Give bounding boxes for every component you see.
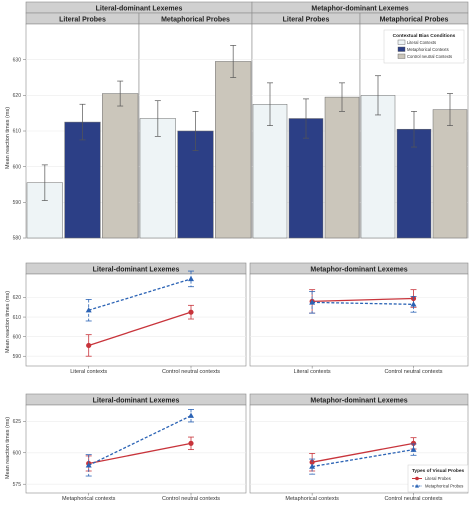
top-bar-2 bbox=[64, 121, 101, 239]
bottom-panels: Metaphorical contexts Control neutral con… bbox=[25, 404, 469, 502]
top-outer-strip-1-label: Literal-dominant Lexemes bbox=[96, 6, 183, 13]
bottom-series-line-literal bbox=[88, 442, 192, 465]
top-legend-key-metaphorical bbox=[397, 46, 406, 52]
bottom-x-tick-label: Metaphorical contexts bbox=[62, 496, 116, 502]
middle-y-tick-label: 590 bbox=[13, 354, 22, 360]
top-bar-1 bbox=[360, 95, 396, 239]
top-legend-key-literal bbox=[397, 39, 406, 45]
top-bar-3 bbox=[215, 61, 252, 239]
bottom-point-metaphorical bbox=[309, 463, 316, 469]
middle-y-tick-label: 600 bbox=[13, 334, 22, 340]
bottom-legend-label-metaphorical: Metaphorical Probes bbox=[425, 484, 463, 489]
bottom-point-literal bbox=[309, 459, 315, 465]
bottom-panel-frame bbox=[25, 404, 247, 494]
bottom-y-tick-label: 600 bbox=[13, 450, 22, 456]
middle-panel-frame bbox=[25, 273, 247, 367]
bottom-y-axis-title: Mean reaction times (ms) bbox=[5, 417, 11, 479]
top-legend-label-literal: Literal Contexts bbox=[407, 40, 436, 45]
top-y-ticks: 580 590 600 610 620 630 bbox=[13, 57, 26, 242]
top-inner-strip-4-label: Metaphorical Probes bbox=[380, 17, 449, 24]
top-legend-key-control bbox=[397, 53, 406, 59]
middle-panel-1: Literal contexts Control neutral contexts bbox=[25, 270, 247, 375]
bottom-y-tick-label: 575 bbox=[13, 482, 22, 488]
top-legend-label-metaphorical: Metaphorical Contexts bbox=[407, 47, 449, 52]
line-chart-bottom: Mean reaction times (ms) Literal-dominan… bbox=[5, 393, 469, 502]
bottom-point-metaphorical bbox=[410, 446, 417, 452]
middle-series-line-metaphorical bbox=[88, 278, 192, 311]
middle-series-line-metaphorical bbox=[312, 301, 414, 305]
middle-point-metaphorical bbox=[188, 275, 194, 282]
middle-y-ticks: 590 600 610 620 bbox=[13, 295, 26, 360]
bottom-legend: Types of Visual Probes Literal Probes Me… bbox=[407, 464, 469, 493]
middle-x-tick-label: Control neutral contexts bbox=[384, 369, 442, 375]
top-inner-strip-3-label: Literal Probes bbox=[283, 17, 330, 24]
top-bar-3 bbox=[324, 96, 360, 239]
top-outer-strip-2-label: Metaphor-dominant Lexemes bbox=[311, 6, 408, 13]
middle-panel-frame bbox=[249, 273, 469, 367]
middle-point-metaphorical bbox=[85, 307, 92, 313]
bottom-y-ticks: 575 600 625 bbox=[13, 419, 26, 488]
bottom-legend-title: Types of Visual Probes bbox=[412, 468, 465, 474]
top-y-tick-label: 620 bbox=[13, 93, 22, 99]
bottom-legend-key-metaphorical-marker bbox=[415, 484, 419, 488]
top-legend-title: Contextual Bias Conditions bbox=[393, 33, 456, 39]
middle-x-tick-label: Control neutral contexts bbox=[162, 369, 220, 375]
middle-x-tick-label: Literal contexts bbox=[70, 369, 107, 375]
middle-y-tick-label: 610 bbox=[13, 315, 22, 321]
bottom-point-literal bbox=[410, 440, 417, 446]
top-y-tick-label: 600 bbox=[13, 164, 22, 170]
middle-series-line-literal bbox=[88, 311, 192, 347]
bottom-legend-label-literal: Literal Probes bbox=[425, 476, 451, 481]
middle-y-tick-label: 620 bbox=[13, 295, 22, 301]
middle-x-tick-label: Literal contexts bbox=[294, 369, 331, 375]
top-panels bbox=[25, 23, 469, 239]
top-y-tick-label: 590 bbox=[13, 200, 22, 206]
top-legend-label-control: Control neutral Contexts bbox=[407, 54, 452, 59]
top-y-tick-label: 580 bbox=[13, 236, 22, 242]
middle-point-metaphorical bbox=[309, 299, 316, 305]
bottom-point-metaphorical bbox=[188, 412, 194, 418]
bottom-y-tick-label: 625 bbox=[13, 419, 22, 425]
line-chart-middle: Mean reaction times (ms) Literal-dominan… bbox=[5, 262, 469, 375]
middle-series-line-literal bbox=[312, 297, 414, 303]
bottom-strip-1-label: Literal-dominant Lexemes bbox=[93, 398, 180, 405]
top-panel-2 bbox=[138, 23, 253, 239]
bottom-strip-2-label: Metaphor-dominant Lexemes bbox=[310, 398, 407, 405]
bar-chart-top: Mean reaction times (ms) 580 590 600 610 620… bbox=[5, 1, 469, 242]
bottom-panel-1: Metaphorical contexts Control neutral con… bbox=[25, 404, 247, 502]
middle-point-metaphorical bbox=[410, 301, 417, 307]
top-inner-strip-1-label: Literal Probes bbox=[59, 17, 106, 24]
top-panel-3 bbox=[251, 23, 361, 239]
top-bar-3 bbox=[102, 93, 139, 239]
top-bar-1 bbox=[139, 118, 176, 239]
top-y-tick-label: 610 bbox=[13, 129, 22, 135]
middle-y-axis-title: Mean reaction times (ms) bbox=[5, 291, 11, 353]
bottom-x-tick-label: Metaphorical contexts bbox=[285, 496, 339, 502]
middle-panel-2: Literal contexts Control neutral contexts bbox=[249, 273, 469, 375]
top-legend-box bbox=[383, 29, 465, 64]
middle-point-literal bbox=[188, 309, 194, 315]
bottom-series-line-literal bbox=[312, 442, 414, 463]
bottom-x-tick-label: Control neutral contexts bbox=[384, 496, 442, 502]
bottom-point-metaphorical bbox=[85, 462, 92, 468]
bottom-series-line-metaphorical bbox=[312, 448, 414, 468]
bottom-legend-key-literal-marker bbox=[415, 476, 419, 481]
middle-point-literal bbox=[86, 342, 92, 349]
top-legend: Contextual Bias Conditions Literal Conte… bbox=[383, 29, 465, 64]
middle-panels: Literal contexts Control neutral contexts… bbox=[25, 270, 469, 375]
top-y-axis-title: Mean reaction times (ms) bbox=[5, 107, 11, 169]
middle-strip-2-label: Metaphor-dominant Lexemes bbox=[310, 267, 407, 274]
top-inner-strip-2-label: Metaphorical Probes bbox=[161, 17, 230, 24]
middle-strip-1-label: Literal-dominant Lexemes bbox=[93, 267, 180, 274]
top-y-tick-label: 630 bbox=[13, 57, 22, 63]
bottom-point-literal bbox=[188, 440, 194, 446]
top-panel-1 bbox=[25, 23, 140, 239]
top-bar-3 bbox=[432, 109, 468, 239]
bottom-x-tick-label: Control neutral contexts bbox=[162, 496, 220, 502]
